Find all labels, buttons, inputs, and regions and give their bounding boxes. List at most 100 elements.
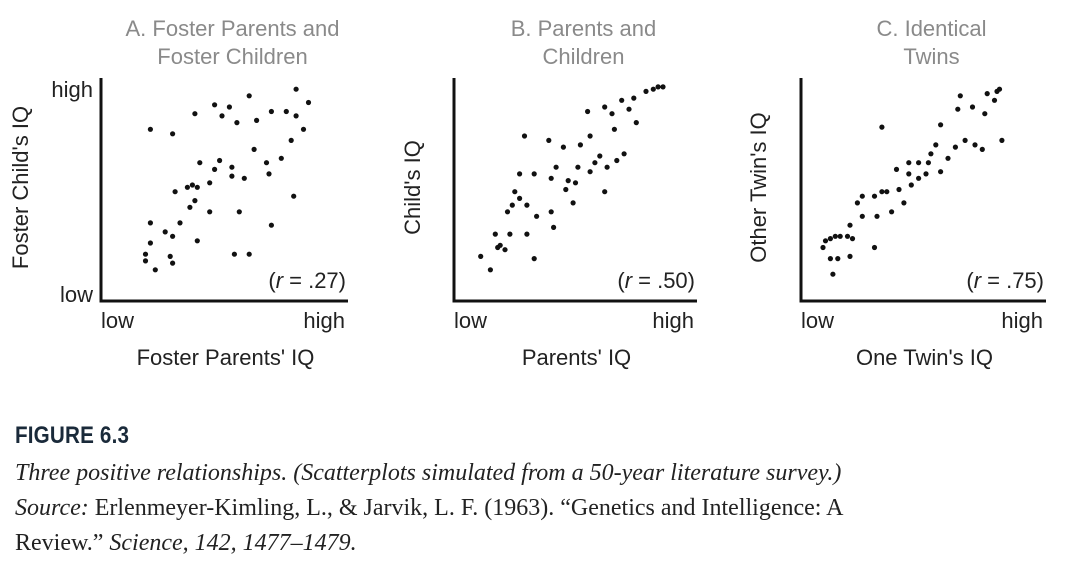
data-point — [521, 133, 528, 139]
data-point — [207, 180, 213, 186]
data-point — [984, 91, 990, 97]
data-point — [633, 120, 639, 126]
data-point — [142, 251, 149, 257]
data-point — [854, 200, 861, 206]
data-point — [236, 209, 242, 215]
data-point — [291, 193, 297, 199]
caption-line-1: Three positive relationships. (Scatterpl… — [15, 456, 1055, 491]
data-point — [548, 175, 554, 181]
data-point — [170, 260, 176, 266]
data-point — [531, 171, 537, 177]
data-point — [945, 155, 951, 161]
correlation-annotation: (r = .27) — [268, 268, 346, 293]
data-point — [241, 175, 247, 181]
data-point — [626, 106, 632, 112]
data-point — [650, 86, 656, 92]
data-point — [962, 137, 968, 143]
chart-title-line: Foster Children — [157, 44, 307, 69]
data-point — [871, 244, 878, 251]
data-point — [847, 253, 853, 259]
scatter-panel-2: B. Parents and Children low high Parents' IQ… — [400, 16, 697, 370]
correlation-annotation: (r = .75) — [966, 268, 1044, 293]
data-point — [194, 184, 200, 190]
data-point — [822, 238, 829, 244]
data-point — [509, 202, 515, 208]
data-point — [832, 233, 838, 239]
data-point — [254, 117, 260, 123]
data-point — [906, 171, 912, 177]
data-point — [835, 256, 841, 262]
data-point — [548, 209, 554, 215]
data-point — [827, 236, 834, 242]
data-point — [184, 184, 190, 190]
data-point — [570, 200, 576, 206]
x-axis-title: One Twin's IQ — [856, 345, 993, 370]
scatter-panel-3: C. Identical Twins low high One Twin's IQ Oth… — [746, 16, 1046, 370]
data-point — [908, 182, 914, 188]
data-point — [602, 189, 608, 195]
data-point — [849, 236, 856, 242]
data-point — [263, 160, 270, 166]
caption-source-text-cont: Review.” — [15, 530, 110, 556]
figure-label: FIGURE 6.3 — [15, 422, 130, 449]
y-axis-title: Child's IQ — [400, 140, 425, 235]
data-point — [906, 160, 912, 166]
data-point — [597, 153, 603, 159]
data-point — [217, 157, 223, 164]
data-point — [572, 180, 579, 186]
data-point — [621, 151, 627, 157]
data-point — [999, 137, 1005, 143]
data-point — [192, 198, 198, 204]
data-point — [553, 164, 559, 170]
data-point — [192, 111, 198, 117]
caption-source-label: Source: — [15, 495, 95, 521]
data-point — [587, 169, 593, 175]
data-point — [170, 233, 176, 239]
data-point — [229, 173, 235, 179]
caption-journal: Science, 142, 1477–1479. — [109, 530, 357, 556]
data-point — [152, 267, 158, 273]
data-point — [982, 111, 988, 117]
data-point — [487, 267, 493, 273]
data-point — [820, 244, 826, 251]
data-point — [938, 169, 944, 175]
data-point — [837, 233, 843, 239]
y-axis-high-label: high — [51, 77, 93, 102]
data-point — [229, 164, 235, 170]
data-point — [502, 247, 508, 253]
data-point — [631, 95, 637, 101]
data-point — [957, 93, 963, 99]
data-point — [172, 189, 178, 195]
data-point — [602, 104, 608, 110]
data-point — [847, 222, 853, 228]
data-point — [531, 256, 537, 262]
data-point — [879, 189, 885, 195]
data-point — [896, 186, 902, 193]
data-point — [938, 122, 944, 128]
data-point — [492, 231, 498, 237]
y-axis-low-label: low — [60, 282, 93, 307]
chart-title-line: C. Identical — [876, 16, 986, 41]
data-point — [643, 88, 649, 94]
data-point — [893, 166, 900, 172]
data-point — [268, 108, 274, 115]
data-point — [952, 144, 959, 150]
data-point — [660, 84, 666, 90]
x-axis-high-label: high — [1001, 308, 1043, 333]
x-axis-high-label: high — [652, 308, 694, 333]
data-point — [979, 146, 985, 152]
x-axis-title: Parents' IQ — [522, 345, 631, 370]
y-axis-title: Other Twin's IQ — [746, 112, 771, 263]
data-point — [884, 189, 890, 195]
data-point — [197, 160, 203, 166]
data-point — [147, 126, 153, 132]
data-point — [147, 240, 153, 246]
data-point — [577, 142, 584, 148]
caption-source-text: Erlenmeyer-Kimling, L., & Jarvik, L. F. … — [94, 495, 844, 521]
data-point — [859, 193, 865, 199]
data-point — [925, 160, 932, 166]
x-axis-low-label: low — [454, 308, 487, 333]
data-point — [524, 202, 530, 208]
data-point — [609, 111, 615, 117]
data-point — [246, 93, 252, 99]
